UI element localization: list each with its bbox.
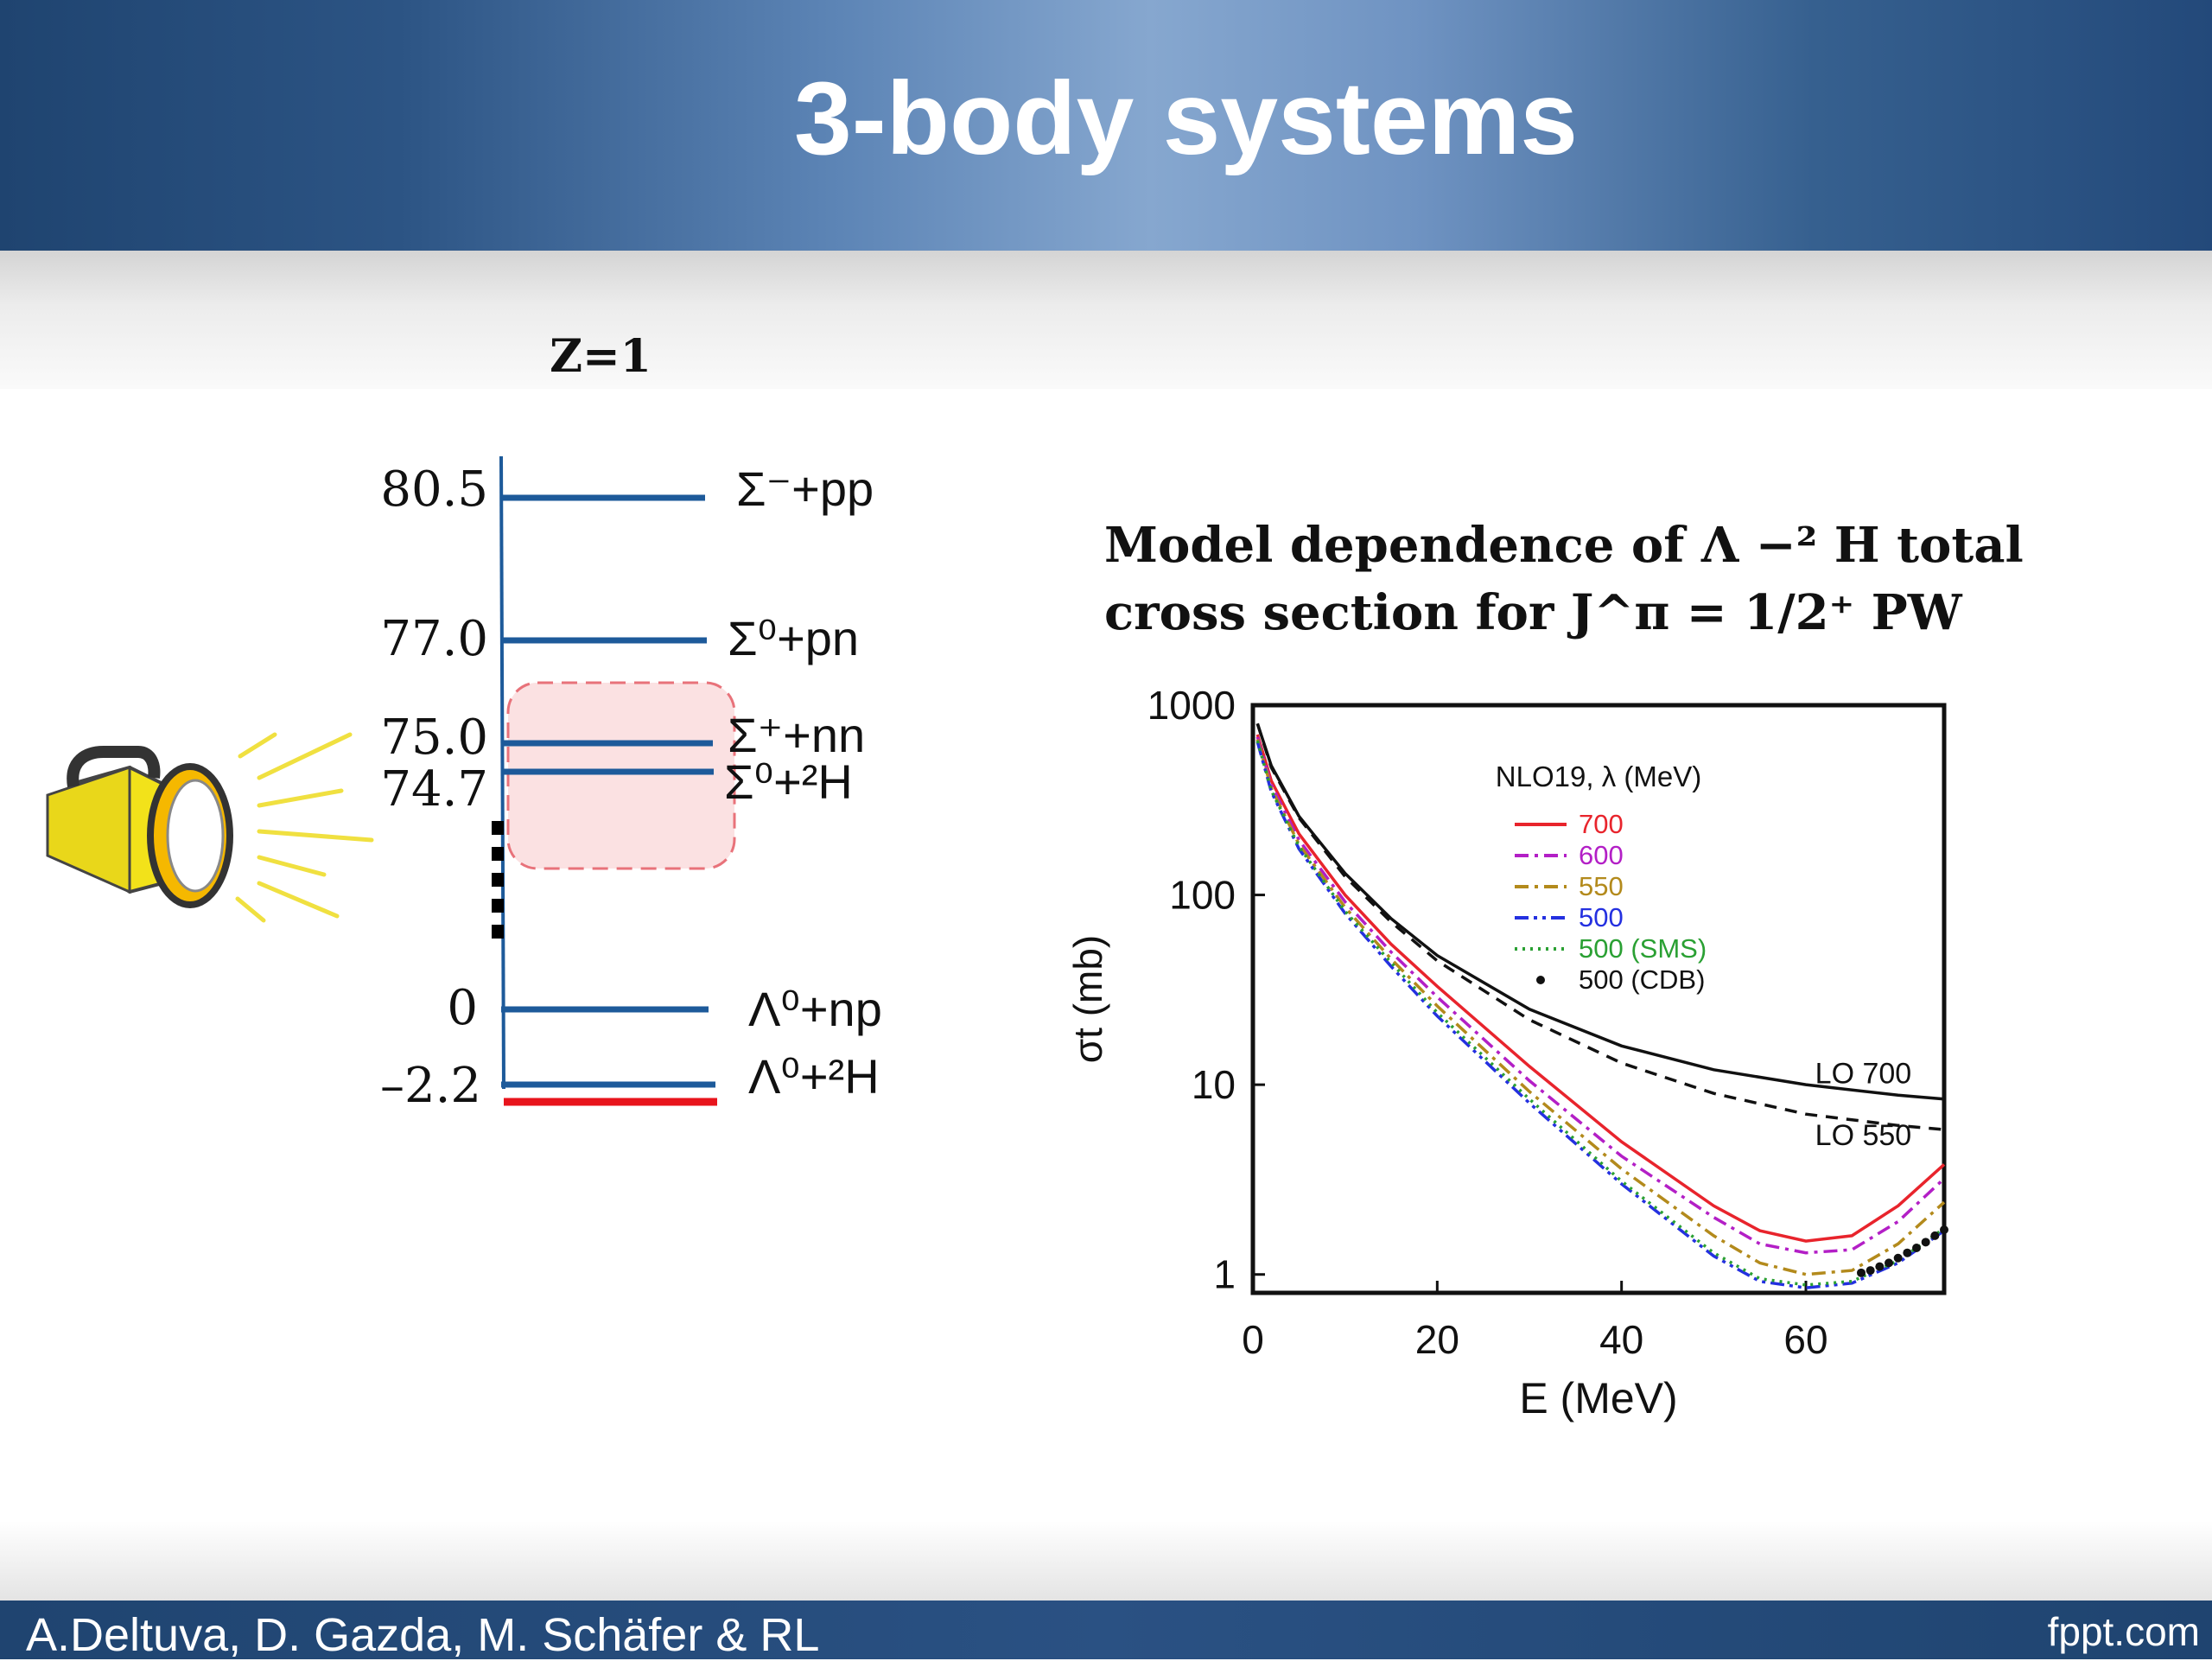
chart-heading-line-1: Model dependence of Λ −² H total bbox=[1104, 517, 2024, 574]
y-axis-label: σt (mb) bbox=[1065, 935, 1110, 1064]
svg-text:0: 0 bbox=[447, 980, 478, 1036]
series-500-cdb-point bbox=[1921, 1238, 1930, 1247]
svg-text:Σ⁺+nn: Σ⁺+nn bbox=[728, 708, 865, 762]
x-tick-label: 60 bbox=[1783, 1317, 1827, 1362]
series-500-cdb-point bbox=[1930, 1231, 1940, 1240]
threshold-highlight-box bbox=[506, 681, 736, 870]
series-500-cdb-point bbox=[1940, 1225, 1948, 1235]
x-tick-label: 20 bbox=[1415, 1317, 1459, 1362]
series-500-line bbox=[1255, 741, 1946, 1289]
legend-entry: 700 bbox=[1579, 809, 1624, 839]
level-sigma-plus-nn: 75.0 Σ⁺+nn bbox=[380, 708, 865, 766]
series-500-cdb-point bbox=[1885, 1258, 1893, 1268]
slide-title: 3-body systems bbox=[793, 60, 1579, 176]
title-bar-shadow bbox=[0, 251, 2212, 389]
footer-bar bbox=[0, 1601, 2212, 1659]
curve-annotation: LO 550 bbox=[1815, 1119, 1912, 1152]
svg-text:Λ⁰+np: Λ⁰+np bbox=[748, 982, 882, 1036]
annotations: LO 700 LO 550 bbox=[1815, 1057, 1912, 1152]
level-lambda-np: 0 Λ⁰+np bbox=[447, 980, 882, 1036]
chart-heading: Model dependence of Λ −² H total cross s… bbox=[1104, 512, 2184, 646]
y-tick-label: 1000 bbox=[1147, 683, 1236, 728]
y-tick-label: 100 bbox=[1169, 873, 1236, 918]
footer-authors: A.Deltuva, D. Gazda, M. Schäfer & RL bbox=[26, 1609, 820, 1661]
series-500-cdb-point bbox=[1866, 1266, 1875, 1276]
y-tick-label: 10 bbox=[1192, 1062, 1236, 1107]
axis-ticks: 0 20 40 60 1 10 100 1000 bbox=[1147, 683, 1828, 1362]
cross-section-chart: 0 20 40 60 1 10 100 1000 NLO19, λ (MeV) 70060055… bbox=[1065, 683, 1948, 1422]
flashlight-icon bbox=[46, 732, 374, 923]
level-lambda-deuteron: –2.2 Λ⁰+²H bbox=[380, 1049, 880, 1114]
legend-entry: 500 (SMS) bbox=[1579, 933, 1707, 964]
legend-entry: 500 bbox=[1579, 902, 1624, 932]
title-bar bbox=[0, 0, 2212, 251]
svg-text:80.5: 80.5 bbox=[380, 461, 488, 518]
energy-level-diagram: Z=1 80.5 Σ⁻+pp 77.0 Σ⁰+pn 75.0 Σ⁺+nn bbox=[46, 330, 882, 1114]
level-sigma-minus-pp: 80.5 Σ⁻+pp bbox=[380, 461, 874, 518]
footer-brand: fppt.com bbox=[2047, 1609, 2200, 1654]
series-700-line bbox=[1255, 734, 1946, 1243]
svg-text:Σ⁻+pp: Σ⁻+pp bbox=[736, 461, 874, 516]
series-600-line bbox=[1255, 736, 1946, 1255]
svg-text:74.7: 74.7 bbox=[380, 761, 488, 818]
x-tick-label: 0 bbox=[1242, 1317, 1264, 1362]
chart-heading-line-2: cross section for J^π = 1/2⁺ PW bbox=[1104, 584, 1962, 641]
level-sigma-zero-pn: 77.0 Σ⁰+pn bbox=[380, 611, 859, 667]
footer-shadow bbox=[0, 1521, 2212, 1601]
x-tick-label: 40 bbox=[1599, 1317, 1643, 1362]
legend-swatch bbox=[1536, 976, 1545, 984]
legend-title: NLO19, λ (MeV) bbox=[1496, 760, 1701, 792]
plot-frame bbox=[1250, 703, 1947, 1295]
x-axis-label: E (MeV) bbox=[1519, 1374, 1677, 1422]
svg-text:77.0: 77.0 bbox=[380, 611, 488, 667]
svg-text:Λ⁰+²H: Λ⁰+²H bbox=[748, 1049, 880, 1104]
svg-text:Σ⁰+²H: Σ⁰+²H bbox=[724, 754, 853, 809]
series-500-cdb-point bbox=[1857, 1268, 1866, 1277]
charge-label: Z=1 bbox=[550, 330, 652, 383]
svg-text:–2.2: –2.2 bbox=[380, 1058, 481, 1114]
legend-entry: 550 bbox=[1579, 871, 1624, 901]
series-500-cdb-point bbox=[1912, 1244, 1921, 1253]
svg-text:75.0: 75.0 bbox=[380, 710, 488, 766]
y-tick-label: 1 bbox=[1213, 1252, 1236, 1297]
series-layer bbox=[1255, 722, 1948, 1289]
svg-text:Σ⁰+pn: Σ⁰+pn bbox=[728, 611, 859, 665]
legend-entry: 500 (CDB) bbox=[1579, 964, 1705, 995]
curve-annotation: LO 700 bbox=[1815, 1057, 1912, 1090]
level-sigma-zero-deuteron: 74.7 Σ⁰+²H bbox=[380, 754, 853, 818]
series-500-cdb-point bbox=[1875, 1262, 1885, 1271]
series-lo-550-line bbox=[1255, 722, 1945, 1131]
series-500-cdb-point bbox=[1903, 1248, 1912, 1257]
legend-entry: 600 bbox=[1579, 840, 1624, 870]
series-500-cdb-point bbox=[1893, 1253, 1903, 1263]
